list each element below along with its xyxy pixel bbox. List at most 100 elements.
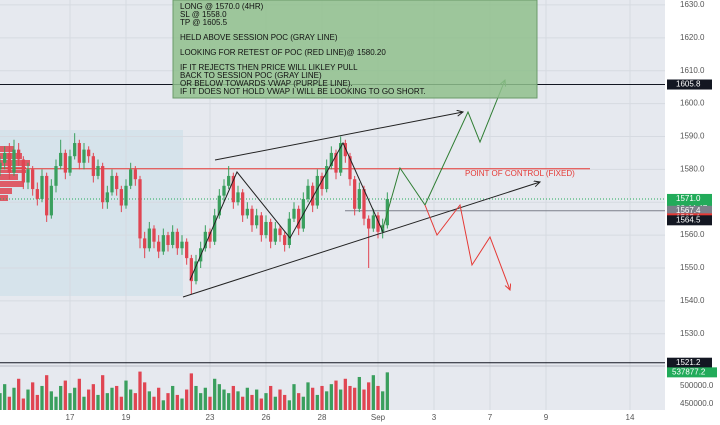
candle-body [133,169,137,180]
candle-body [348,156,352,180]
volume-bar [213,378,217,410]
volume-bar [255,389,259,410]
volume-bar [189,373,193,410]
y-tick-label: 1580.0 [680,164,705,173]
candle-body [175,231,179,249]
candle-body [325,166,329,190]
candle-body [129,169,133,186]
volume-bar [297,393,301,410]
volume-bar [222,389,226,410]
x-tick-label: 28 [318,413,327,422]
volume-bar [329,384,333,410]
volume-bar [82,396,86,410]
volume-bar [245,387,249,410]
volume-bar [269,385,273,410]
candle-body [213,215,217,242]
volume-bar [353,387,357,410]
volume-tick-label: 450000.0 [680,399,714,408]
candle-body [283,235,287,245]
candle-body [143,238,147,249]
candle-body [152,228,156,242]
candle-body [334,152,338,173]
volume-bar [292,384,296,410]
time-axis-background [0,410,665,425]
volume-bar [138,371,142,410]
volume-bar [110,387,114,410]
candle-body [101,166,105,203]
price-tag [667,215,712,226]
candle-body [124,185,128,206]
candle-body [367,218,371,229]
volume-bar [287,400,291,410]
candle-body [311,185,315,206]
candle-body [339,143,343,173]
volume-bar [259,398,263,410]
candle-body [63,152,67,173]
note-line: IF IT REJECTS THEN PRICE WILL LIKLEY PUL… [180,63,358,72]
note-line: OR BELOW TOWARDS VWAP (PURPLE LINE). [180,79,353,88]
volume-bar [185,389,189,410]
candle-body [381,225,385,232]
volume-bar [264,393,268,410]
candle-body [21,159,25,183]
volume-bar [236,391,240,410]
candle-body [87,149,91,157]
volume-bar [306,382,310,410]
candle-body [353,179,357,209]
volume-bar [376,385,380,410]
volume-bar [315,394,319,410]
volume-bar [31,382,35,410]
y-tick-label: 1530.0 [680,329,705,338]
volume-bar [250,394,254,410]
volume-bar [21,398,25,410]
candle-body [157,241,161,252]
volume-bar [208,396,212,410]
candle-body [208,231,212,242]
y-tick-label: 1600.0 [680,99,705,108]
candle-body [241,192,245,216]
volume-bar [357,376,361,410]
volume-bar [320,385,324,410]
x-tick-label: 23 [206,413,215,422]
candle-body [138,179,142,239]
volume-bar [231,385,235,410]
candle-body [49,185,53,216]
volume-bar [73,387,77,410]
candle-body [320,175,324,190]
candle-body [231,175,235,203]
volume-bar [49,391,53,410]
volume-bar [385,372,389,410]
volume-bar [12,387,16,410]
volume-bar [35,394,39,410]
volume-bar [203,387,207,410]
volume-bar [227,393,231,410]
y-tick-label: 1630.0 [680,0,705,9]
candle-body [77,143,81,163]
candle-body [68,156,72,173]
note-line: TP @ 1605.5 [180,18,228,27]
x-tick-label: 3 [432,413,437,422]
price-tag-label: 1605.8 [676,80,701,89]
candle-body [236,192,240,203]
candle-body [96,166,100,176]
x-tick-label: 9 [544,413,549,422]
volume-bar [40,385,44,410]
candle-body [250,208,254,226]
candle-body [264,221,268,236]
volume-bar [334,380,338,410]
candle-body [315,175,319,206]
volume-bar [96,394,100,410]
candle-body [166,235,170,245]
candle-body [217,195,221,216]
volume-bar [217,384,221,410]
volume-bar [147,391,151,410]
volume-bar [199,393,203,410]
volume-bar [59,385,63,410]
volume-bar [161,400,165,410]
x-tick-label: 26 [262,413,271,422]
volume-bar [17,378,21,410]
candle-body [26,169,30,183]
candle-body [54,166,58,186]
candle-body [73,143,77,157]
